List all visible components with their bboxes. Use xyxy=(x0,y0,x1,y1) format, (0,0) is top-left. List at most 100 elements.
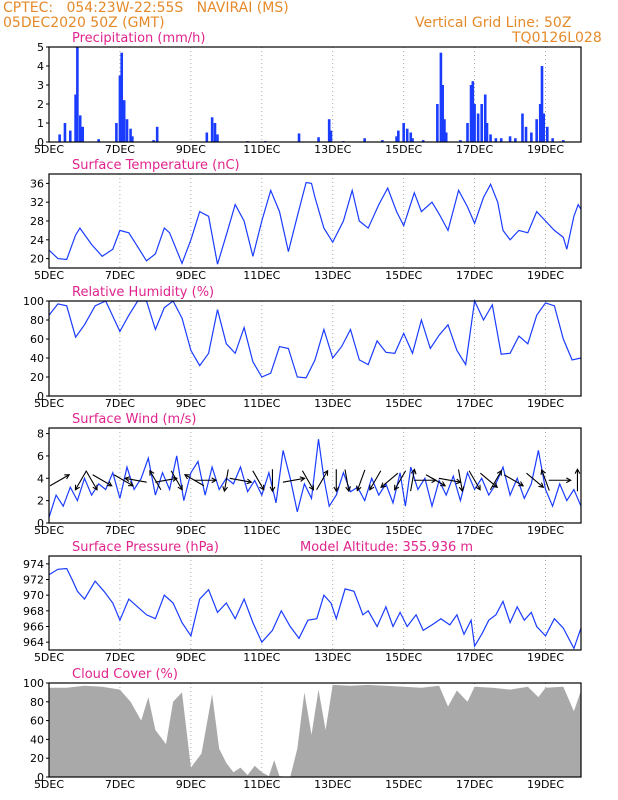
precipitation-bar xyxy=(122,100,126,142)
precipitation-bar xyxy=(436,104,439,142)
precipitation-bar xyxy=(521,113,524,142)
pressure-x-tick: 9DEC xyxy=(176,651,206,664)
cloud-y-tick: 60 xyxy=(30,715,44,728)
precipitation-bar xyxy=(542,113,546,142)
precipitation-bar xyxy=(483,94,487,142)
wind-x-tick: 17DEC xyxy=(456,524,493,537)
humidity-x-tick: 7DEC xyxy=(105,397,135,410)
temperature-y-tick: 32 xyxy=(30,196,44,209)
wind-arrow-shaft xyxy=(124,477,147,483)
precipitation-bar xyxy=(530,132,533,142)
precipitation-bar xyxy=(381,140,384,142)
wind-x-tick: 19DEC xyxy=(527,524,564,537)
wind-arrow-shaft xyxy=(380,472,399,488)
pressure-x-tick: 19DEC xyxy=(527,651,564,664)
wind-arrow-head xyxy=(259,484,265,491)
precipitation-bar xyxy=(439,52,443,143)
precipitation-bar xyxy=(120,52,124,143)
pressure-series-line xyxy=(48,567,582,650)
pressure-y-tick: 966 xyxy=(23,621,44,634)
wind-arrow-head xyxy=(574,468,581,474)
wind-arrow-shaft xyxy=(541,469,550,491)
precipitation-bar xyxy=(210,117,214,142)
precipitation-bar xyxy=(402,123,405,142)
precipitation-bar xyxy=(152,140,155,142)
cloud-x-tick: 19DEC xyxy=(527,778,564,791)
precipitation-bar xyxy=(443,119,446,142)
wind-x-tick: 15DEC xyxy=(385,524,422,537)
temperature-y-tick: 28 xyxy=(30,215,44,228)
pressure-x-tick: 11DEC xyxy=(243,651,280,664)
humidity-y-tick: 80 xyxy=(30,314,44,327)
header-grid-note: Vertical Grid Line: 50Z xyxy=(415,15,572,31)
precipitation-bar xyxy=(131,136,134,142)
precipitation-bar xyxy=(441,85,444,142)
wind-arrow-head xyxy=(369,484,375,491)
precipitation-x-tick: 15DEC xyxy=(385,143,422,156)
precipitation-bar xyxy=(205,132,209,142)
wind-arrow-head xyxy=(211,477,218,484)
humidity-y-tick: 20 xyxy=(30,371,44,384)
precipitation-y-tick: 1 xyxy=(37,117,44,130)
temperature-x-tick: 17DEC xyxy=(456,269,493,282)
precipitation-bar xyxy=(485,123,489,142)
temperature-x-tick: 7DEC xyxy=(105,269,135,282)
wind-arrow-head xyxy=(177,484,183,491)
pressure-panel: 5DEC 7DEC 9DEC 11DEC 13DEC 15DEC 17DEC 19DEC 964… xyxy=(23,540,582,664)
wind-arrow-head xyxy=(492,482,499,489)
wind-arrow-shaft xyxy=(316,470,329,491)
wind-arrow-shaft xyxy=(344,469,350,492)
humidity-series-line xyxy=(48,298,582,379)
pressure-x-tick: 15DEC xyxy=(385,651,422,664)
temperature-frame xyxy=(48,173,582,269)
precipitation-x-tick: 17DEC xyxy=(456,143,493,156)
wind-x-tick: 11DEC xyxy=(243,524,280,537)
wind-x-tick: 9DEC xyxy=(176,524,206,537)
pressure-annotation: Model Altitude: 355.936 m xyxy=(300,540,473,555)
wind-arrow-head xyxy=(333,486,340,493)
wind-arrow-shaft xyxy=(457,469,463,492)
precipitation-bar xyxy=(155,126,159,142)
wind-arrow-head xyxy=(538,482,545,489)
wind-arrow-head xyxy=(64,474,71,480)
wind-panel: 5DEC 7DEC 9DEC 11DEC 13DEC 15DEC 17DEC 19DEC 0 2 4… xyxy=(34,412,582,537)
wind-arrow-head xyxy=(308,484,314,491)
wind-arrow-head xyxy=(440,481,447,487)
wind-arrow-shaft xyxy=(526,472,544,488)
precipitation-bar xyxy=(63,123,67,142)
wind-title: Surface Wind (m/s) xyxy=(72,412,196,427)
precipitation-bar xyxy=(421,140,425,142)
precipitation-bar xyxy=(480,104,483,142)
precipitation-bar xyxy=(97,139,100,142)
precipitation-bar xyxy=(499,138,503,142)
precipitation-bar xyxy=(471,81,475,142)
precipitation-bar xyxy=(473,104,476,142)
wind-arrow-head xyxy=(171,476,179,482)
precipitation-bar xyxy=(68,130,72,142)
wind-arrow-head xyxy=(246,478,253,485)
humidity-x-tick: 15DEC xyxy=(385,397,422,410)
wind-arrow-shaft xyxy=(410,469,415,492)
wind-y-tick: 2 xyxy=(37,495,44,508)
wind-arrow-shaft xyxy=(468,470,481,491)
header-date-line: 05DEC2020 50Z (GMT) xyxy=(3,15,165,31)
precipitation-bar xyxy=(546,126,549,142)
temperature-y-tick: 24 xyxy=(30,234,44,247)
cloud-area xyxy=(49,684,581,777)
precipitation-bar xyxy=(466,123,469,142)
cloud-x-tick: 13DEC xyxy=(314,778,351,791)
wind-arrow-shaft xyxy=(155,477,177,483)
cloud-title: Cloud Cover (%) xyxy=(72,667,178,682)
humidity-x-tick: 17DEC xyxy=(456,397,493,410)
wind-x-tick: 5DEC xyxy=(34,524,64,537)
precipitation-bar xyxy=(405,128,409,142)
humidity-y-tick: 100 xyxy=(23,295,44,308)
precipitation-x-tick: 19DEC xyxy=(527,143,564,156)
cloud-x-tick: 9DEC xyxy=(176,778,206,791)
cloud-y-tick: 0 xyxy=(37,771,44,784)
wind-arrow-head xyxy=(345,486,351,493)
cloud-y-tick: 80 xyxy=(30,696,44,709)
pressure-y-tick: 968 xyxy=(23,605,44,618)
header-station-line: CPTEC: 054:23W-22:55S NAVIRAI (MS) xyxy=(3,0,289,16)
cloud-y-tick: 40 xyxy=(30,733,44,746)
